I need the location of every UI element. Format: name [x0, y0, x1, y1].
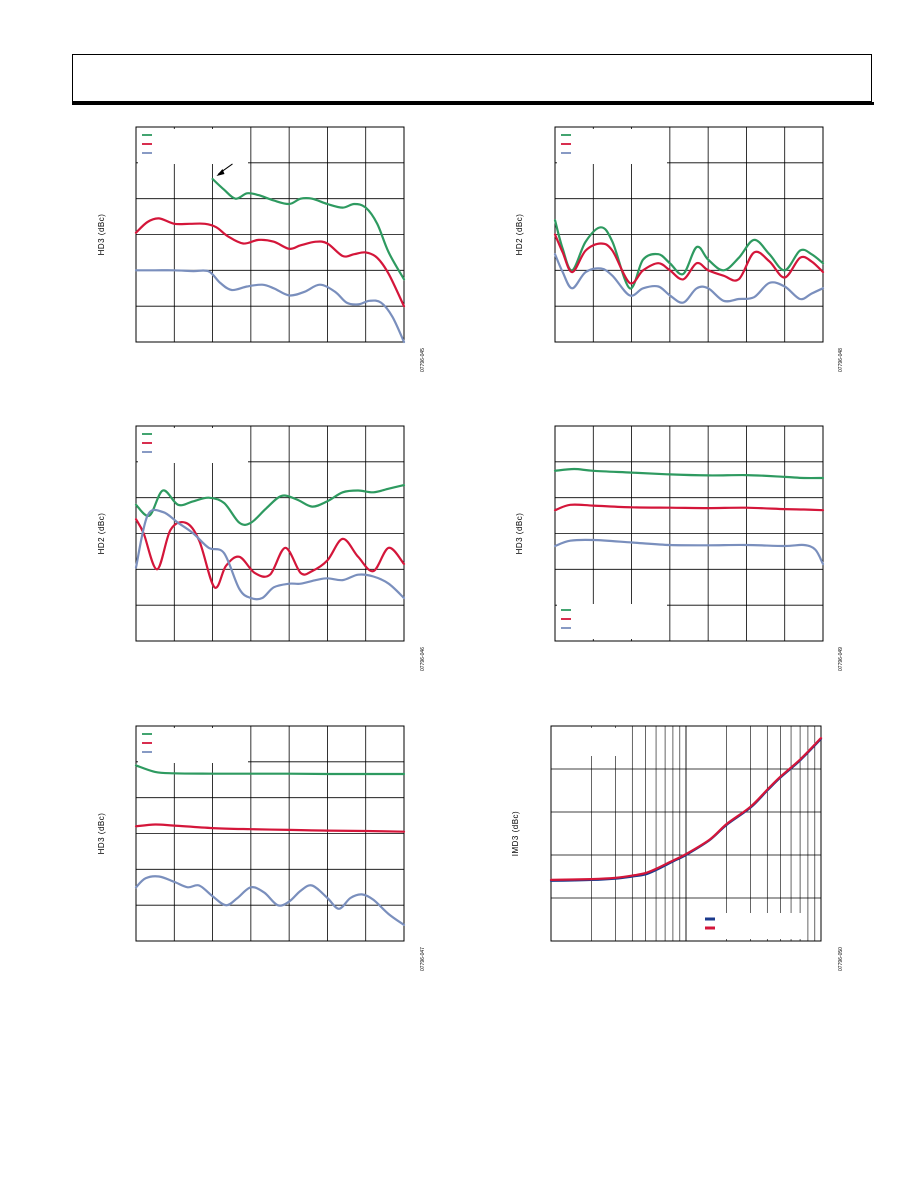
series-line-red — [553, 233, 825, 285]
chart-c4: HD3 (dBc) 07796-049 — [515, 425, 844, 671]
chart-c1: HD3 (dBc) 07796-045 — [97, 126, 426, 372]
legend-c4 — [557, 604, 667, 639]
grid-c2 — [555, 127, 823, 342]
legend-background — [138, 428, 248, 463]
series-line-green — [553, 467, 825, 480]
plot-frame — [135, 126, 405, 343]
series-line-blue — [553, 538, 825, 566]
series-line-blue — [134, 269, 406, 344]
grid-c6 — [550, 726, 821, 941]
series-line-green — [211, 177, 406, 281]
legend-c5 — [138, 728, 248, 763]
legend-background — [138, 129, 248, 164]
series-line-red — [134, 823, 406, 833]
figure-id: 07796-049 — [838, 647, 844, 671]
series-group-c6 — [549, 736, 823, 882]
y-axis-label: HD3 (dBc) — [97, 214, 106, 256]
plot-frame — [135, 725, 405, 942]
chart-c5: HD3 (dBc) 07796-047 — [97, 725, 426, 971]
legend-c6 — [553, 728, 801, 939]
series-line-green — [134, 764, 406, 776]
page-header-box — [72, 54, 872, 102]
y-axis-label: HD2 (dBc) — [97, 513, 106, 555]
series-line-blue — [134, 508, 406, 601]
legend-c3 — [138, 428, 248, 463]
plot-frame — [550, 725, 822, 942]
series-line-green — [553, 219, 825, 290]
figure-id: 07796-046 — [420, 647, 426, 671]
legend-background — [138, 728, 248, 763]
legend-background — [557, 129, 667, 164]
plot-frame — [554, 425, 824, 642]
series-group-c3 — [134, 484, 406, 601]
y-axis-label: HD3 (dBc) — [515, 513, 524, 555]
series-group-c1 — [134, 177, 406, 344]
series-line-red — [549, 736, 823, 881]
series-line-blue — [553, 253, 825, 304]
legend-background — [557, 604, 667, 639]
y-axis-label: HD2 (dBc) — [515, 214, 524, 256]
series-group-c5 — [134, 764, 406, 926]
series-line-red — [553, 503, 825, 512]
chart-c3: HD2 (dBc) 07796-046 — [97, 425, 426, 671]
series-line-red — [134, 518, 406, 589]
series-line-red — [134, 217, 406, 308]
legend-c2 — [557, 129, 667, 164]
figure-id: 07796-050 — [838, 947, 844, 971]
plot-frame — [135, 425, 405, 642]
grid-c1 — [136, 127, 404, 342]
legend-background — [701, 913, 801, 939]
grid-c5 — [136, 726, 404, 941]
header-rule — [72, 102, 874, 105]
y-axis-label: IMD3 (dBc) — [511, 811, 520, 856]
y-axis-label: HD3 (dBc) — [97, 813, 106, 855]
annotation-arrow — [216, 163, 233, 176]
series-line-blue — [134, 875, 406, 926]
legend-background — [553, 728, 617, 756]
legend-c1 — [138, 129, 248, 164]
figure-id: 07796-047 — [420, 947, 426, 971]
series-line-green — [134, 484, 406, 526]
figure-id: 07796-045 — [420, 348, 426, 372]
series-group-c2 — [553, 219, 825, 304]
series-group-c4 — [553, 467, 825, 566]
chart-c2: HD2 (dBc) 07796-048 — [515, 126, 844, 372]
figure-id: 07796-048 — [838, 348, 844, 372]
chart-c6: IMD3 (dBc) 07796-050 — [511, 725, 844, 971]
